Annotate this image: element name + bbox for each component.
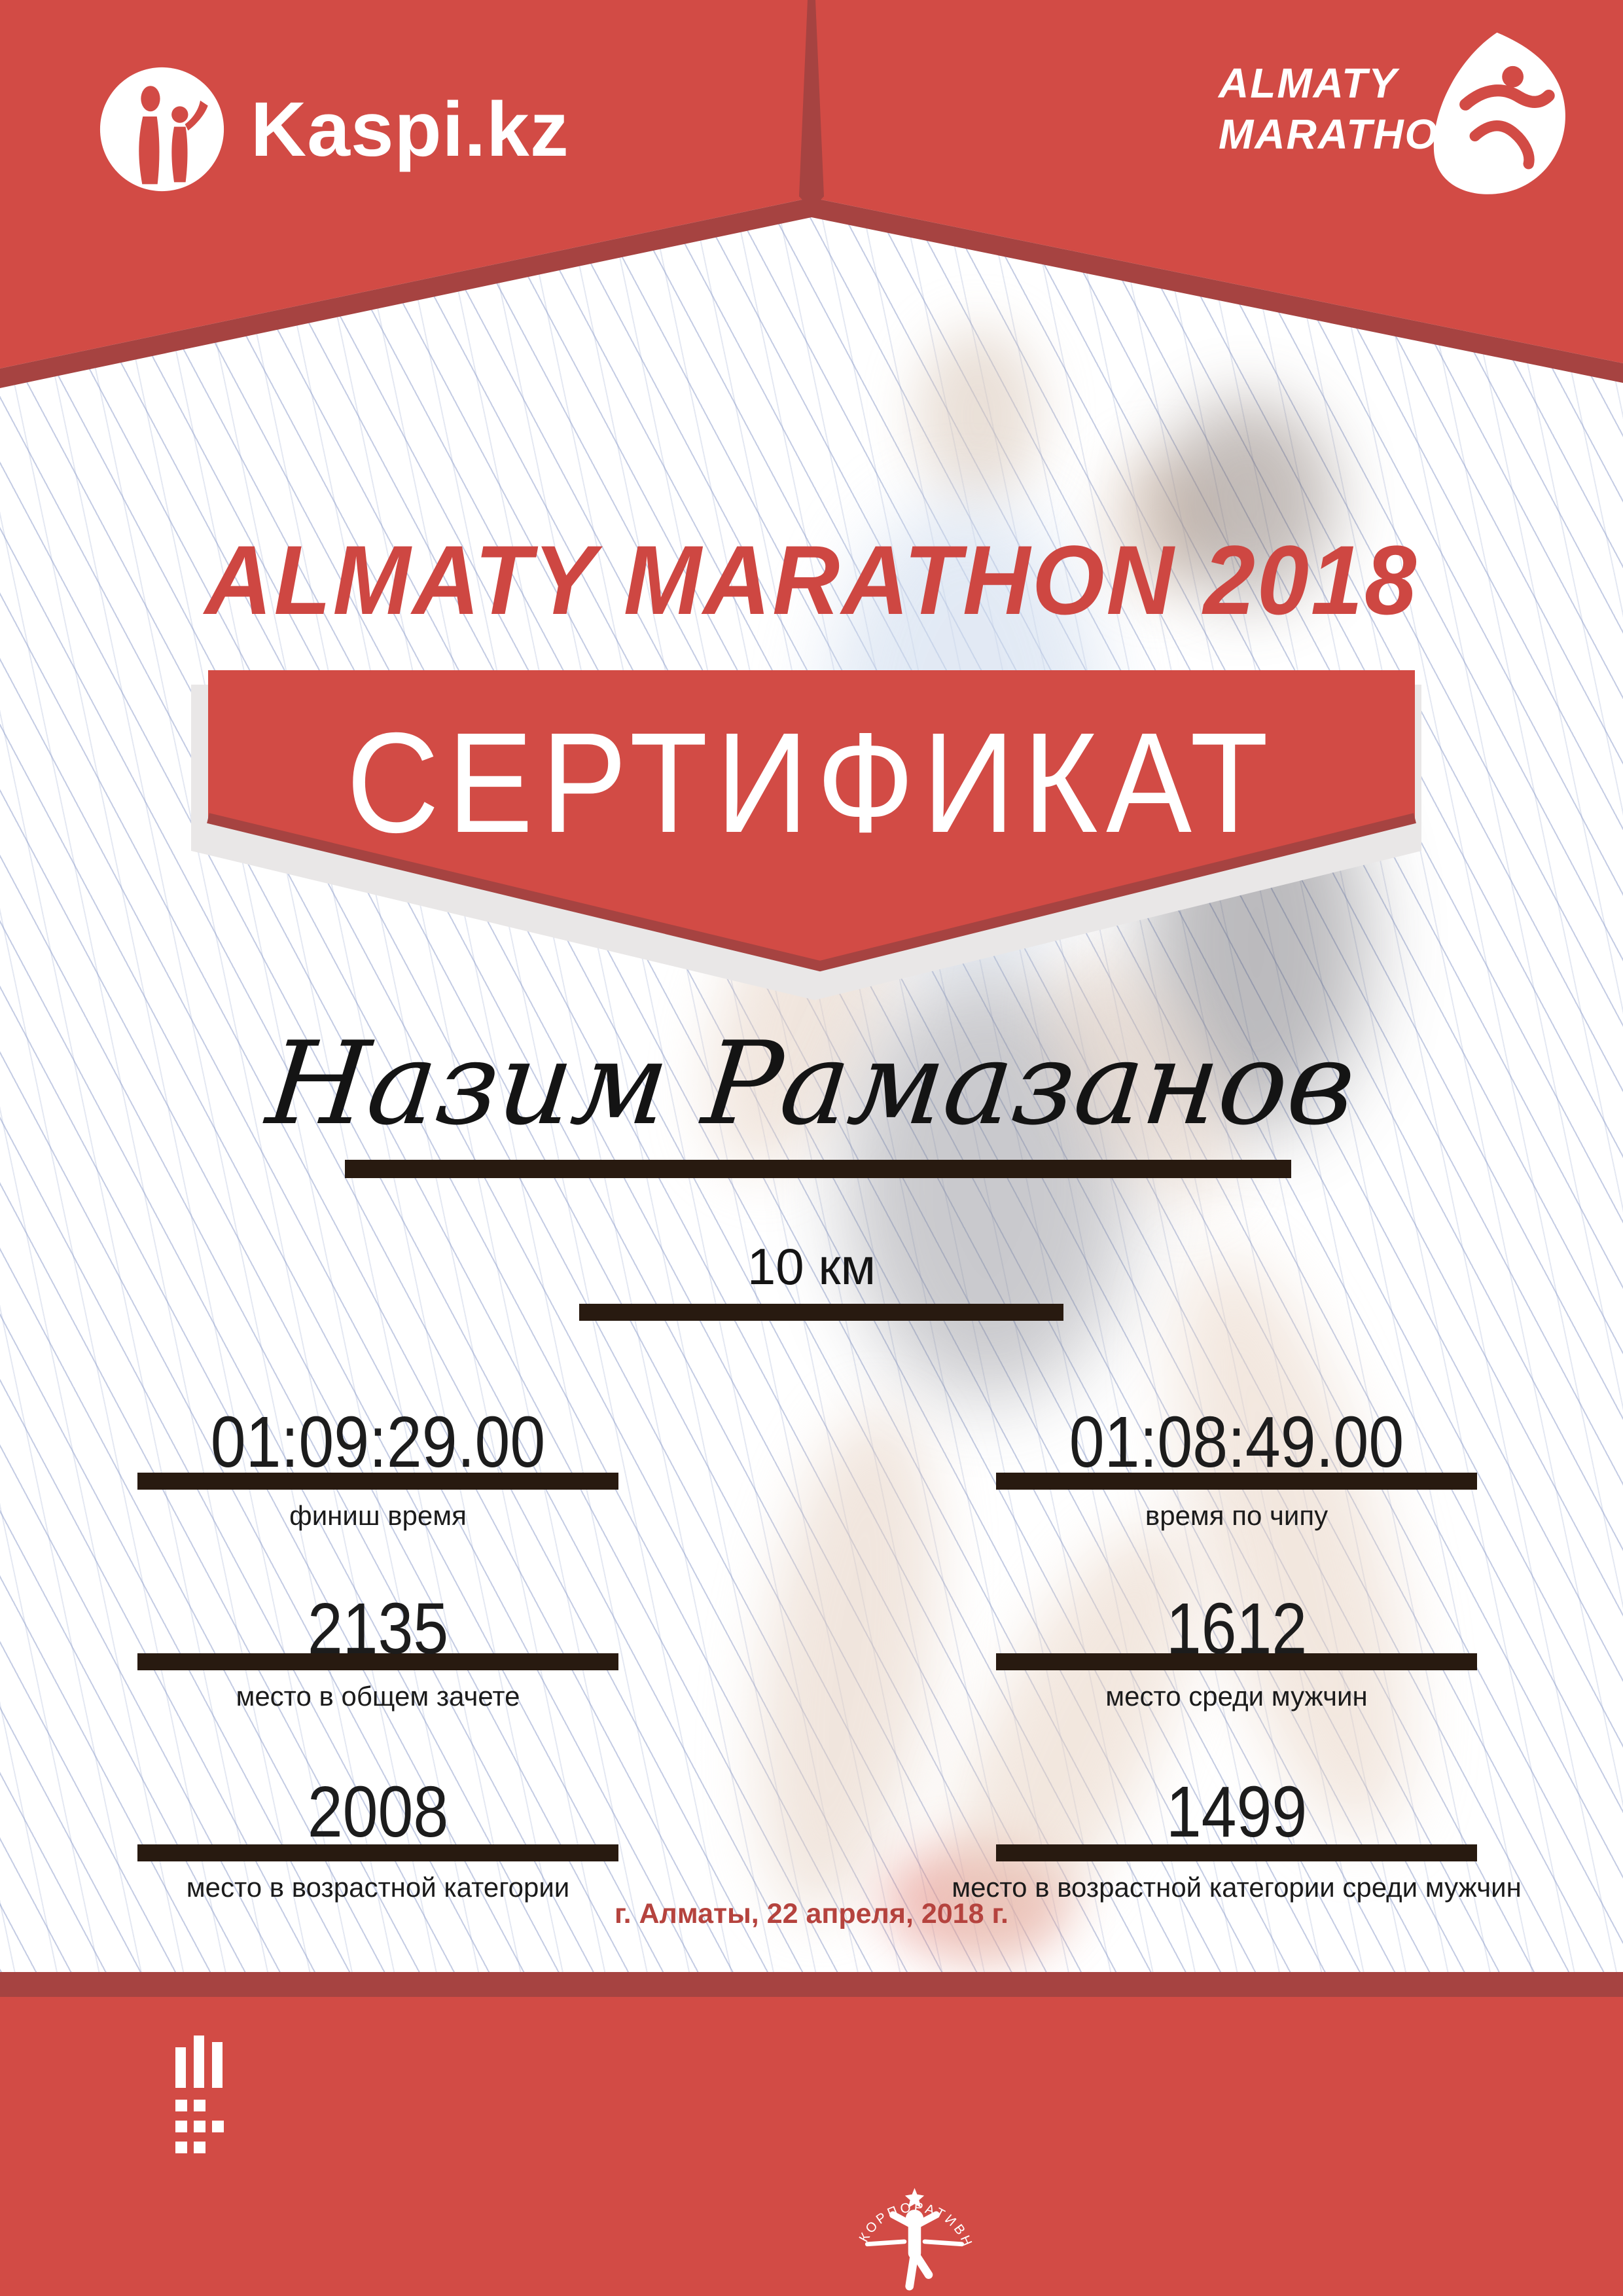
almaty-marathon-logo: ALMATY MARATHON [1219, 62, 1471, 155]
age-place-value: 2008 [307, 1772, 449, 1852]
certificate-heading: СЕРТИФИКАТ [346, 704, 1277, 863]
men-place-value: 1612 [1166, 1588, 1308, 1669]
overall-place-rule [137, 1653, 618, 1670]
chip-time-label: время по чипу [1145, 1500, 1329, 1531]
chip-time-rule [996, 1473, 1477, 1490]
age-men-place-value: 1499 [1166, 1772, 1308, 1852]
distance-underline [579, 1304, 1063, 1321]
kaspi-logo: Kaspi.kz [98, 65, 569, 193]
name-underline [345, 1160, 1291, 1178]
finish-time-value: 01:09:29.00 [210, 1402, 546, 1482]
men-place-rule [996, 1653, 1477, 1670]
yessenov-bars-icon [175, 2036, 224, 2153]
header-banner [0, 0, 1623, 388]
almaty-marathon-logo-line1: ALMATY [1219, 60, 1398, 107]
age-men-place-rule [996, 1844, 1477, 1861]
kaspi-people-icon [99, 67, 224, 192]
participant-name: Назим Рамазанов [261, 1018, 1362, 1151]
age-place-label: место в возрастной категории [186, 1872, 570, 1903]
almaty-marathon-logo-line2: MARATHON [1219, 111, 1471, 158]
kaspi-wordmark: Kaspi.kz [251, 86, 569, 173]
age-place-rule [137, 1844, 618, 1861]
event-date-location: г. Алматы, 22 апреля, 2018 г. [615, 1898, 1008, 1929]
certificate-ribbon [191, 670, 1421, 1000]
men-place-label: место среди мужчин [1105, 1681, 1368, 1712]
race-distance: 10 км [747, 1238, 876, 1295]
overall-place-label: место в общем зачете [236, 1681, 520, 1712]
finish-time-label: финиш время [289, 1500, 467, 1531]
finish-time-rule [137, 1473, 618, 1490]
runner-pick-icon [1433, 32, 1565, 194]
footer-accent-strip [0, 1972, 1623, 1997]
center-ribbon-fold [799, 0, 824, 209]
age-men-place-label: место в возрастной категории среди мужчи… [952, 1872, 1522, 1903]
torch-runner-icon: КОРПОРАТИВНЫЙ ФОНД [851, 2160, 973, 2291]
overall-place-value: 2135 [307, 1588, 449, 1669]
footer-sponsor-band [0, 1997, 1623, 2296]
event-title: ALMATY MARATHON 2018 [204, 525, 1419, 635]
chip-time-value: 01:08:49.00 [1069, 1402, 1404, 1482]
